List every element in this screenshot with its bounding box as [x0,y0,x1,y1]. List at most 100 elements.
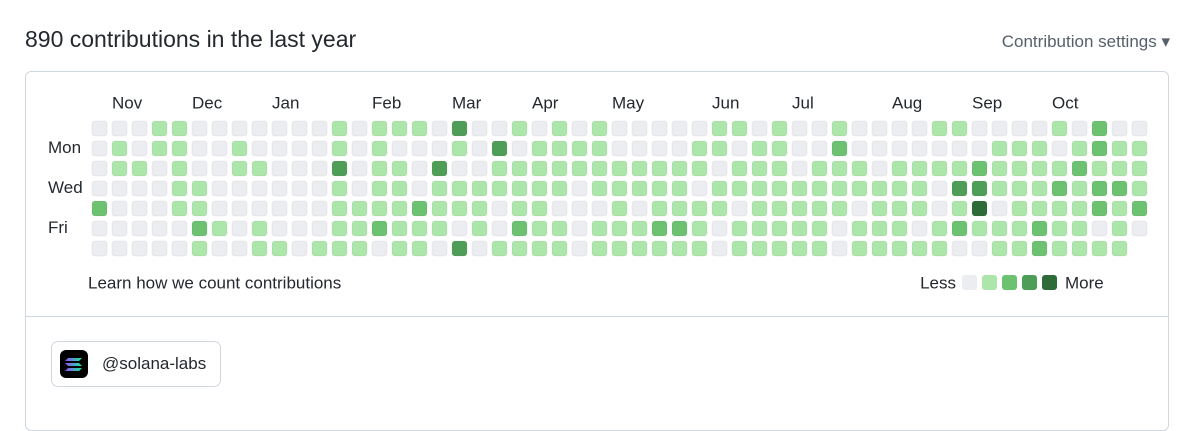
contribution-cell[interactable] [671,140,688,157]
contribution-cell[interactable] [811,160,828,177]
contribution-cell[interactable] [351,120,368,137]
contribution-cell[interactable] [791,140,808,157]
contribution-cell[interactable] [151,160,168,177]
contribution-cell[interactable] [131,240,148,257]
contribution-cell[interactable] [1051,140,1068,157]
contribution-cell[interactable] [551,120,568,137]
contribution-cell[interactable] [111,200,128,217]
contribution-cell[interactable] [1011,180,1028,197]
contribution-cell[interactable] [211,200,228,217]
contribution-settings[interactable]: Contribution settings ▾ [1001,32,1170,51]
contribution-cell[interactable] [931,240,948,257]
contribution-cell[interactable] [411,120,428,137]
contribution-cell[interactable] [471,120,488,137]
contribution-cell[interactable] [951,120,968,137]
contribution-cell[interactable] [531,240,548,257]
contribution-cell[interactable] [91,120,108,137]
contribution-cell[interactable] [211,160,228,177]
contribution-cell[interactable] [931,200,948,217]
contribution-cell[interactable] [831,160,848,177]
contribution-cell[interactable] [731,240,748,257]
contribution-cell[interactable] [411,160,428,177]
contribution-cell[interactable] [1011,140,1028,157]
contribution-cell[interactable] [211,180,228,197]
contribution-cell[interactable] [431,220,448,237]
contribution-cell[interactable] [511,160,528,177]
contribution-cell[interactable] [551,140,568,157]
contribution-cell[interactable] [651,160,668,177]
contribution-cell[interactable] [911,200,928,217]
contribution-cell[interactable] [131,180,148,197]
contribution-cell[interactable] [471,140,488,157]
settings-label[interactable]: Contribution settings [1001,32,1157,51]
contribution-cell[interactable] [371,200,388,217]
contribution-cell[interactable] [691,120,708,137]
contribution-cell[interactable] [791,240,808,257]
contribution-cell[interactable] [171,240,188,257]
contribution-cell[interactable] [1051,120,1068,137]
contribution-cell[interactable] [391,200,408,217]
contribution-cell[interactable] [251,200,268,217]
contribution-cell[interactable] [251,220,268,237]
contribution-cell[interactable] [551,240,568,257]
contribution-cell[interactable] [1011,160,1028,177]
contribution-cell[interactable] [511,240,528,257]
contribution-cell[interactable] [451,120,468,137]
contribution-cell[interactable] [771,120,788,137]
contribution-cell[interactable] [231,180,248,197]
contribution-cell[interactable] [951,180,968,197]
contribution-cell[interactable] [171,220,188,237]
contribution-cell[interactable] [91,240,108,257]
contribution-cell[interactable] [871,240,888,257]
contribution-cell[interactable] [951,240,968,257]
contribution-cell[interactable] [811,120,828,137]
contribution-cell[interactable] [371,120,388,137]
contribution-cell[interactable] [171,120,188,137]
contribution-cell[interactable] [331,120,348,137]
contribution-cell[interactable] [991,240,1008,257]
contribution-cell[interactable] [351,180,368,197]
contribution-cell[interactable] [611,140,628,157]
contribution-cell[interactable] [1111,160,1128,177]
contribution-cell[interactable] [731,180,748,197]
contribution-cell[interactable] [311,220,328,237]
contribution-cell[interactable] [471,200,488,217]
contribution-cell[interactable] [1051,220,1068,237]
contribution-cell[interactable] [531,180,548,197]
contribution-cell[interactable] [951,220,968,237]
contribution-cell[interactable] [991,200,1008,217]
contribution-cell[interactable] [231,120,248,137]
contribution-cell[interactable] [431,140,448,157]
contribution-cell[interactable] [371,180,388,197]
contribution-cell[interactable] [1031,120,1048,137]
contribution-cell[interactable] [571,200,588,217]
contribution-cell[interactable] [631,140,648,157]
contribution-cell[interactable] [971,120,988,137]
contribution-cell[interactable] [871,140,888,157]
contribution-cell[interactable] [1131,180,1148,197]
contribution-cell[interactable] [491,240,508,257]
contribution-cell[interactable] [811,200,828,217]
contribution-cell[interactable] [191,180,208,197]
contribution-cell[interactable] [891,180,908,197]
contribution-cell[interactable] [791,160,808,177]
contribution-cell[interactable] [231,160,248,177]
contribution-cell[interactable] [1011,240,1028,257]
contribution-cell[interactable] [791,220,808,237]
contribution-cell[interactable] [191,240,208,257]
contribution-cell[interactable] [591,180,608,197]
contribution-cell[interactable] [1031,180,1048,197]
contribution-cell[interactable] [1071,160,1088,177]
contribution-cell[interactable] [591,240,608,257]
contribution-cell[interactable] [671,160,688,177]
contribution-cell[interactable] [131,200,148,217]
contribution-cell[interactable] [531,120,548,137]
contribution-cell[interactable] [331,140,348,157]
contribution-cell[interactable] [331,200,348,217]
contribution-cell[interactable] [691,140,708,157]
contribution-cell[interactable] [311,240,328,257]
contribution-cell[interactable] [731,220,748,237]
contribution-cell[interactable] [111,220,128,237]
contribution-cell[interactable] [171,200,188,217]
contribution-cell[interactable] [1011,120,1028,137]
